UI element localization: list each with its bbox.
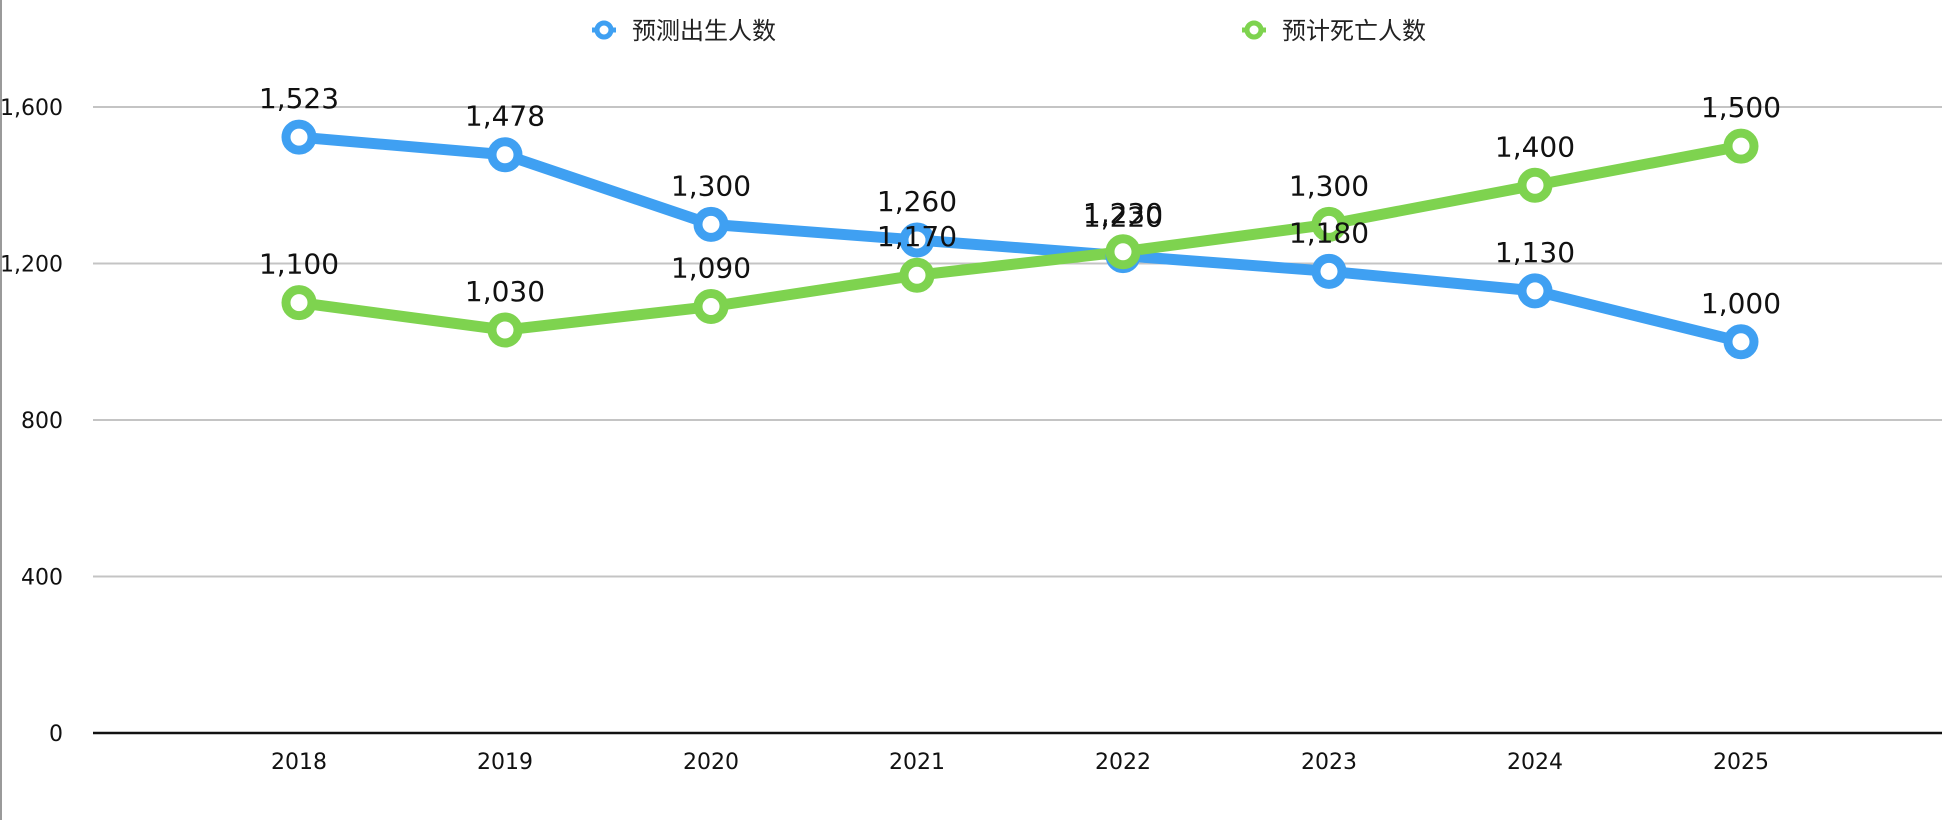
gridlines — [93, 106, 1942, 578]
x-tick-label: 2018 — [271, 750, 327, 775]
data-label: 1,170 — [877, 220, 957, 253]
legend-item: 预计死亡人数 — [1242, 17, 1426, 45]
legend-label: 预测出生人数 — [632, 17, 776, 45]
data-point — [487, 137, 523, 173]
data-label: 1,523 — [259, 82, 339, 115]
x-tick-label: 2020 — [683, 750, 739, 775]
series-line-1 — [293, 131, 1747, 348]
legend-marker-icon — [594, 20, 614, 40]
axes: 0 400 800 1,200 1,600 2018 2019 2020 2021 2022 202… — [0, 96, 1942, 775]
data-label: 1,300 — [671, 169, 751, 202]
data-label: 1,220 — [1083, 201, 1163, 234]
legend: 预测出生人数 预计死亡人数 — [592, 17, 1426, 45]
data-label: 1,090 — [671, 252, 751, 285]
legend-marker-icon — [1244, 20, 1264, 40]
data-label: 1,180 — [1289, 216, 1369, 249]
data-point — [899, 257, 935, 293]
data-point — [281, 119, 317, 155]
data-label: 1,478 — [465, 100, 545, 133]
data-point — [281, 285, 317, 321]
data-point — [1105, 234, 1141, 270]
legend-item: 预测出生人数 — [592, 17, 776, 45]
data-label: 1,130 — [1495, 236, 1575, 269]
x-tick-label: 2019 — [477, 750, 533, 775]
data-label: 1,230 — [1083, 197, 1163, 230]
y-tick-label: 400 — [21, 566, 63, 591]
data-label: 1,260 — [877, 185, 957, 218]
data-labels: 1,523 1,478 1,300 1,260 1,220 1,180 1,130 1,000… — [259, 82, 1781, 320]
x-tick-label: 2024 — [1507, 750, 1563, 775]
data-point — [693, 206, 729, 242]
data-point — [1311, 206, 1347, 242]
data-point — [693, 289, 729, 325]
data-label: 1,300 — [1289, 169, 1369, 202]
y-tick-label: 800 — [21, 409, 63, 434]
x-tick-label: 2025 — [1713, 750, 1769, 775]
legend-label: 预计死亡人数 — [1282, 17, 1426, 45]
data-point — [1517, 167, 1553, 203]
x-tick-label: 2023 — [1301, 750, 1357, 775]
data-label: 1,100 — [259, 248, 339, 281]
data-point — [487, 312, 523, 348]
data-point — [899, 222, 935, 258]
y-tick-label: 1,600 — [0, 96, 63, 121]
data-label: 1,000 — [1701, 287, 1781, 320]
data-point — [1311, 253, 1347, 289]
series — [281, 119, 1759, 360]
x-tick-label: 2021 — [889, 750, 945, 775]
x-tick-label: 2022 — [1095, 750, 1151, 775]
data-label: 1,500 — [1701, 91, 1781, 124]
data-point — [1517, 273, 1553, 309]
y-tick-label: 1,200 — [0, 253, 63, 278]
data-label: 1,030 — [465, 275, 545, 308]
y-tick-label: 0 — [49, 722, 63, 747]
data-point — [1723, 128, 1759, 164]
data-point — [1723, 324, 1759, 360]
data-label: 1,400 — [1495, 130, 1575, 163]
series-line-2 — [293, 140, 1747, 336]
